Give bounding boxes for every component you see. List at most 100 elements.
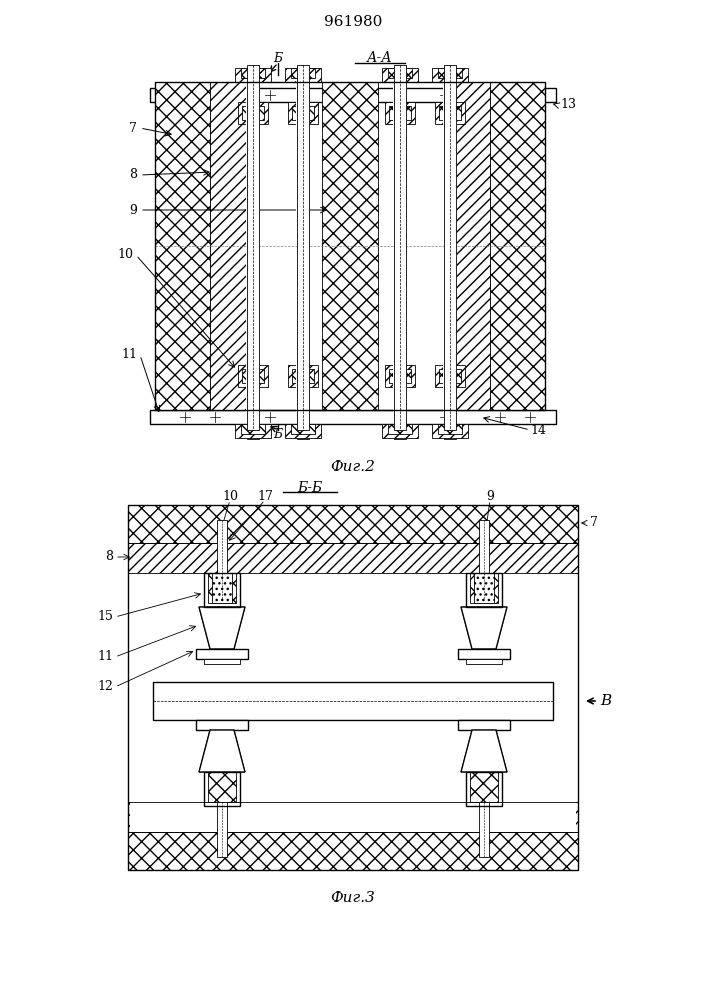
Bar [438,68,462,78]
Bar [238,102,252,124]
Bar [393,80,407,412]
Text: 7: 7 [129,121,137,134]
Bar [297,65,309,430]
Bar [292,106,301,120]
Bar [255,369,264,383]
Bar [217,520,227,600]
Bar [210,82,248,410]
Polygon shape [461,730,507,772]
Bar [385,102,399,124]
Bar [242,106,251,120]
Text: 10: 10 [222,490,238,504]
Bar [435,365,449,387]
Text: 8: 8 [129,168,137,182]
Bar [470,772,498,802]
Bar [451,365,465,387]
Bar [128,802,578,832]
Bar [155,82,210,410]
Bar [255,106,264,120]
Bar [439,369,448,383]
Bar [291,424,315,434]
Bar [479,520,489,600]
Bar [305,106,314,120]
Bar [490,82,545,410]
Text: 9: 9 [129,204,137,217]
Bar [247,65,259,430]
Bar [128,543,578,573]
Bar [466,772,502,806]
Bar [241,424,265,434]
Bar [235,424,271,438]
Bar [388,424,412,434]
Text: 12: 12 [97,680,113,694]
Polygon shape [199,607,245,649]
Text: 961980: 961980 [324,15,382,29]
Bar [196,720,248,730]
Bar [285,424,321,438]
Text: Б: Б [274,428,283,442]
Bar [452,369,461,383]
Bar [401,365,415,387]
Bar [305,369,314,383]
Bar [291,68,315,78]
Bar [394,67,406,72]
Bar [451,102,465,124]
Bar [444,65,456,430]
Text: Б-Б: Б-Б [298,481,322,495]
Bar [254,102,268,124]
Bar [394,65,406,430]
Bar [452,106,461,120]
Text: 17: 17 [257,490,273,504]
Bar [398,410,556,424]
Text: 9: 9 [486,490,494,504]
Bar [382,424,418,438]
Text: А-А: А-А [367,51,393,65]
Bar [296,80,310,412]
Text: В: В [600,694,612,708]
Bar [435,102,449,124]
Bar [452,82,490,410]
Bar [382,68,418,82]
Bar [438,424,462,434]
Text: 7: 7 [590,516,598,530]
Bar [242,369,251,383]
Bar [247,434,259,439]
Bar [238,365,252,387]
Bar [432,424,468,438]
Bar [432,68,468,82]
Text: 10: 10 [117,248,133,261]
Bar [297,434,309,439]
Bar [196,649,248,659]
Bar [285,68,321,82]
Bar [292,369,301,383]
Bar [388,68,412,78]
Bar [479,802,489,857]
Bar [128,505,578,870]
Bar [304,102,318,124]
Bar [444,434,456,439]
Bar [458,649,510,659]
Bar [217,802,227,857]
Bar [246,80,260,412]
Text: 14: 14 [530,424,546,436]
Bar [128,505,578,543]
Bar [297,67,309,72]
Text: Фиг.2: Фиг.2 [331,460,375,474]
Bar [385,365,399,387]
Bar [466,659,502,664]
Bar [394,434,406,439]
Bar [155,82,545,410]
Bar [208,772,236,802]
Bar [204,772,240,806]
Text: Фиг.3: Фиг.3 [331,891,375,905]
Bar [466,573,502,607]
Bar [443,80,457,412]
Bar [470,573,498,603]
Bar [389,369,398,383]
Polygon shape [461,607,507,649]
Bar [208,573,236,603]
Text: Б: Б [274,51,283,64]
Bar [128,832,578,870]
Bar [204,659,240,664]
Bar [402,369,411,383]
